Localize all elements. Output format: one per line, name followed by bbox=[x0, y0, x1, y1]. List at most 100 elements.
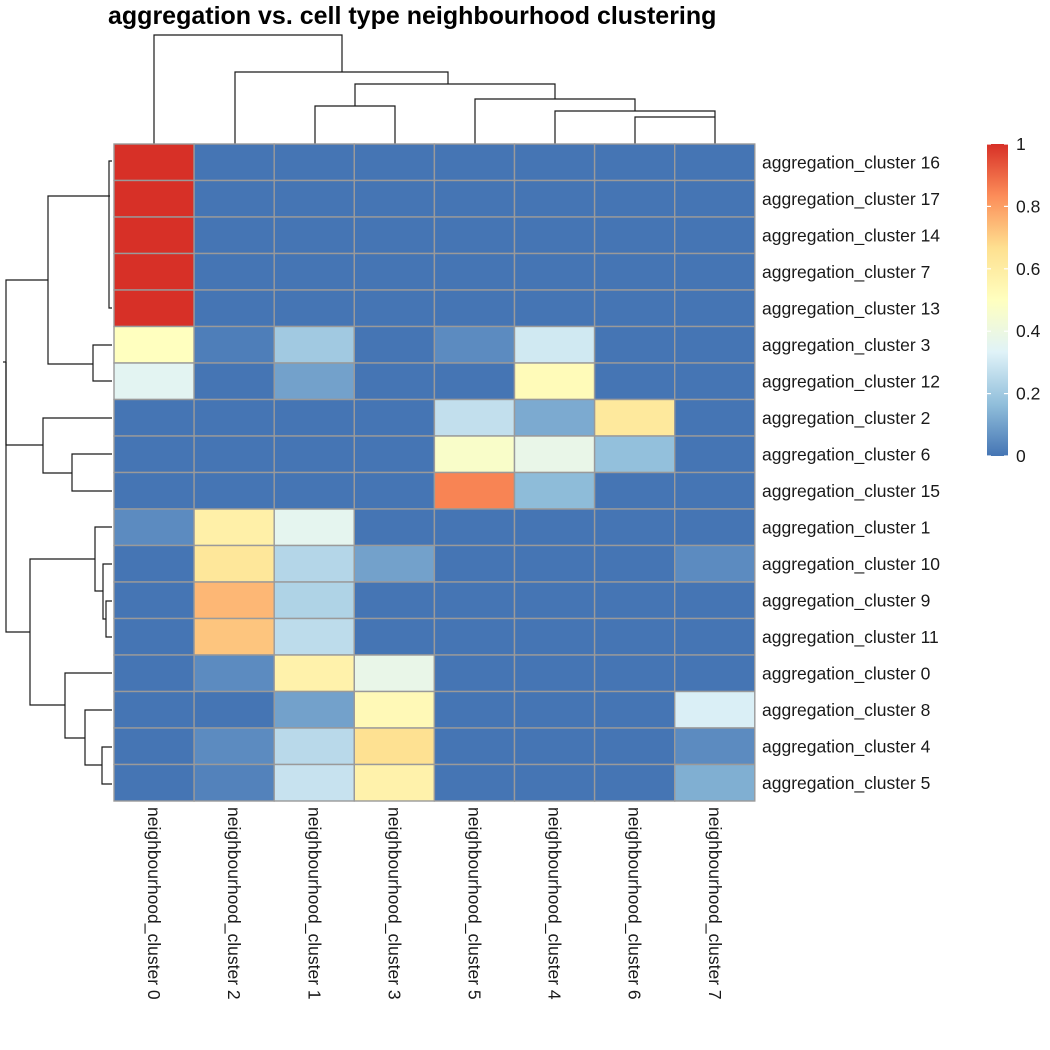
heatmap-cell bbox=[674, 362, 756, 401]
heatmap-cell bbox=[593, 654, 676, 693]
heatmap-cell bbox=[113, 143, 195, 182]
heatmap-cell bbox=[593, 690, 676, 729]
chart-title: aggregation vs. cell type neighbourhood … bbox=[108, 2, 717, 30]
heatmap-cell bbox=[593, 143, 676, 182]
heatmap-cell bbox=[193, 325, 275, 364]
column-label: neighbourhood_cluster 5 bbox=[463, 807, 484, 1000]
heatmap-cell bbox=[353, 690, 436, 729]
heatmap-cell bbox=[113, 544, 195, 583]
column-labels: neighbourhood_cluster 0 neighbourhood_clu… bbox=[143, 807, 725, 1000]
heatmap-cell bbox=[513, 216, 596, 255]
heatmap-cell bbox=[353, 179, 436, 218]
heatmap-cell bbox=[353, 289, 436, 328]
heatmap-cell bbox=[273, 690, 356, 729]
heatmap-cell bbox=[273, 581, 356, 620]
heatmap-cell bbox=[353, 508, 436, 547]
heatmap-cell bbox=[513, 544, 596, 583]
heatmap-cell bbox=[113, 216, 195, 255]
heatmap-cell bbox=[433, 617, 516, 656]
heatmap-cell bbox=[353, 143, 436, 182]
column-label: neighbourhood_cluster 4 bbox=[544, 807, 565, 1000]
heatmap-cell bbox=[273, 654, 356, 693]
heatmap-cell bbox=[353, 763, 436, 802]
heatmap-cell bbox=[193, 654, 275, 693]
heatmap-cell bbox=[353, 216, 436, 255]
heatmap-cell bbox=[193, 362, 275, 401]
column-label: neighbourhood_cluster 6 bbox=[624, 807, 645, 1000]
column-label: neighbourhood_cluster 2 bbox=[223, 807, 244, 1000]
row-label: aggregation_cluster 1 bbox=[762, 517, 930, 538]
heatmap-cells bbox=[113, 143, 756, 802]
row-dendrogram bbox=[3, 160, 112, 785]
heatmap-cell bbox=[433, 508, 516, 547]
heatmap-cell bbox=[433, 143, 516, 182]
heatmap-cell bbox=[193, 143, 275, 182]
heatmap-cell bbox=[273, 617, 356, 656]
heatmap-cell bbox=[433, 362, 516, 401]
heatmap-cell bbox=[273, 289, 356, 328]
heatmap-cell bbox=[113, 617, 195, 656]
heatmap-cell bbox=[433, 325, 516, 364]
heatmap-cell bbox=[353, 398, 436, 437]
heatmap-cell bbox=[193, 763, 275, 802]
row-label: aggregation_cluster 7 bbox=[762, 262, 930, 283]
heatmap-cell bbox=[513, 325, 596, 364]
heatmap-cell bbox=[513, 617, 596, 656]
heatmap-cell bbox=[193, 508, 275, 547]
legend-tick-label: 0.6 bbox=[1016, 259, 1040, 279]
heatmap-cell bbox=[674, 654, 756, 693]
heatmap-cell bbox=[513, 690, 596, 729]
heatmap-cell bbox=[113, 581, 195, 620]
heatmap-cell bbox=[593, 325, 676, 364]
heatmap-cell bbox=[273, 252, 356, 291]
heatmap-cell bbox=[433, 289, 516, 328]
heatmap-cell bbox=[353, 581, 436, 620]
heatmap-cell bbox=[353, 435, 436, 474]
row-label: aggregation_cluster 5 bbox=[762, 773, 930, 794]
heatmap-cell bbox=[433, 727, 516, 766]
heatmap-cell bbox=[273, 508, 356, 547]
heatmap-cell bbox=[113, 362, 195, 401]
heatmap-cell bbox=[674, 179, 756, 218]
heatmap-cell bbox=[113, 325, 195, 364]
heatmap-cell bbox=[593, 179, 676, 218]
heatmap-cell bbox=[513, 398, 596, 437]
legend-tick-label: 0.8 bbox=[1016, 196, 1040, 216]
row-label: aggregation_cluster 12 bbox=[762, 371, 940, 392]
heatmap-cell bbox=[273, 435, 356, 474]
heatmap-cell bbox=[433, 654, 516, 693]
heatmap-cell bbox=[513, 435, 596, 474]
heatmap-cell bbox=[674, 435, 756, 474]
heatmap-cell bbox=[273, 325, 356, 364]
heatmap-cell bbox=[113, 471, 195, 510]
heatmap-cell bbox=[113, 252, 195, 291]
heatmap-cell bbox=[273, 398, 356, 437]
heatmap-cell bbox=[193, 617, 275, 656]
heatmap-cell bbox=[433, 252, 516, 291]
heatmap-cell bbox=[273, 727, 356, 766]
heatmap-cell bbox=[193, 581, 275, 620]
heatmap-cell bbox=[273, 471, 356, 510]
heatmap-cell bbox=[513, 179, 596, 218]
heatmap-cell bbox=[433, 398, 516, 437]
legend-colorbar bbox=[987, 144, 1008, 456]
legend-tick-label: 0 bbox=[1016, 446, 1026, 466]
heatmap-cell bbox=[273, 143, 356, 182]
heatmap-cell bbox=[193, 398, 275, 437]
heatmap-cell bbox=[593, 763, 676, 802]
heatmap-cell bbox=[674, 289, 756, 328]
heatmap-cell bbox=[513, 252, 596, 291]
heatmap-cell bbox=[113, 435, 195, 474]
column-label: neighbourhood_cluster 0 bbox=[143, 807, 164, 1000]
heatmap-cell bbox=[433, 690, 516, 729]
heatmap-cell bbox=[193, 435, 275, 474]
heatmap-cell bbox=[593, 252, 676, 291]
legend-tick-label: 0.4 bbox=[1016, 321, 1041, 341]
heatmap-cell bbox=[113, 654, 195, 693]
row-label: aggregation_cluster 11 bbox=[762, 627, 939, 648]
heatmap-cell bbox=[674, 398, 756, 437]
heatmap-cell bbox=[353, 617, 436, 656]
heatmap-cell bbox=[593, 216, 676, 255]
heatmap-cell bbox=[193, 216, 275, 255]
heatmap-cell bbox=[433, 763, 516, 802]
